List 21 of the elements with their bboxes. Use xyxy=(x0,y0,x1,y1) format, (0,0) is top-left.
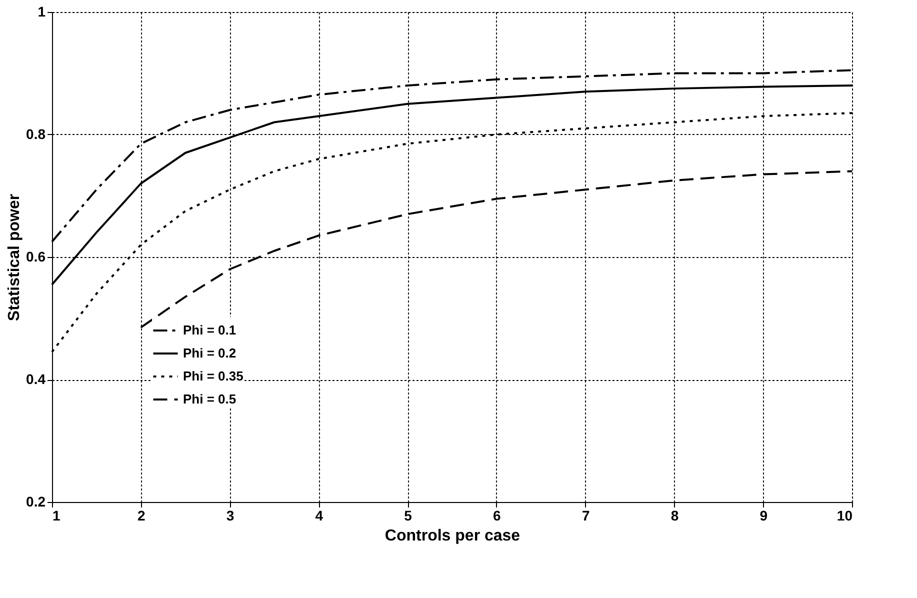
x-tick-label: 6 xyxy=(493,508,502,524)
x-tick-label: 10 xyxy=(836,508,853,524)
y-axis-title: Statistical power xyxy=(6,194,24,322)
x-tick-label: 2 xyxy=(137,508,146,524)
x-tick-label: 4 xyxy=(315,508,324,524)
y-tick-label: 0.2 xyxy=(26,494,46,510)
x-tick-label: 8 xyxy=(670,508,679,524)
x-axis-title: Controls per case xyxy=(384,528,520,544)
x-tick-label: 7 xyxy=(582,508,590,524)
y-tick-label: 0.4 xyxy=(26,371,46,387)
x-tick-label: 1 xyxy=(52,508,60,524)
x-tick-label: 5 xyxy=(404,508,412,524)
x-tick-label: 9 xyxy=(760,508,768,524)
legend-label: Phi = 0.2 xyxy=(183,346,236,360)
legend-label: Phi = 0.1 xyxy=(183,322,236,338)
y-tick-label: 0.8 xyxy=(26,126,46,142)
y-tick-label: 0.6 xyxy=(26,248,46,264)
legend-label: Phi = 0.5 xyxy=(183,392,236,406)
x-tick-label: 3 xyxy=(226,508,234,524)
legend-label: Phi = 0.35 xyxy=(183,368,244,384)
y-tick-label: 1 xyxy=(38,4,46,20)
